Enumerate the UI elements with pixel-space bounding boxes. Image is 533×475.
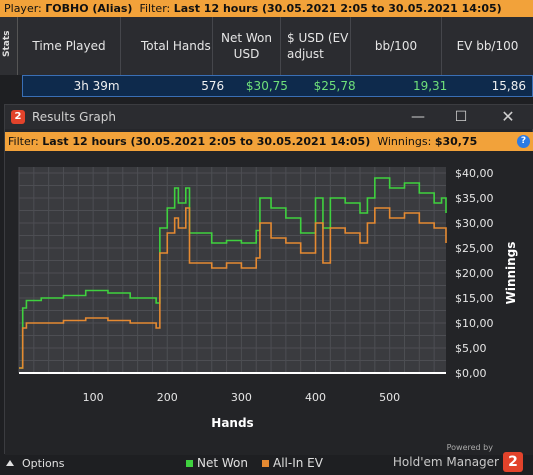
maximize-icon[interactable]: ☐	[454, 109, 468, 125]
powered-by-text: Powered by	[446, 443, 493, 452]
column-ev-adjusted[interactable]: $ USD (EV adjust	[281, 17, 351, 75]
cell-bb100: 19,31	[412, 79, 448, 93]
y-tick-label: $40,00	[455, 167, 494, 180]
options-button[interactable]: Options	[6, 456, 64, 472]
results-graph-window: 2 Results Graph — ☐ ✕ Filter: Last 12 ho…	[4, 104, 533, 455]
y-tick-label: $35,00	[455, 192, 494, 205]
cell-total-hands: 576	[201, 79, 225, 93]
graph-filter-label: Filter:	[8, 135, 43, 148]
y-tick-label: $15,00	[455, 292, 494, 305]
column-time-played[interactable]: Time Played	[18, 17, 121, 75]
x-axis-title: Hands	[211, 416, 253, 430]
cell-net-won: $30,75	[245, 79, 288, 93]
legend-label-all-in-ev: All-In EV	[273, 456, 323, 470]
legend-item-all-in-ev[interactable]: All-In EV	[262, 456, 323, 470]
filter-value[interactable]: Last 12 hours (30.05.2021 2:05 to 30.05.…	[173, 2, 502, 15]
winnings-label: Winnings:	[377, 135, 435, 148]
cell-ev-adjusted: $25,78	[313, 79, 356, 93]
x-tick-label: 400	[305, 391, 326, 404]
y-tick-label: $20,00	[455, 267, 494, 280]
player-label: Player:	[4, 2, 46, 15]
stats-side-tab[interactable]: Stats	[0, 17, 18, 75]
options-label: Options	[22, 457, 65, 470]
x-tick-label: 200	[157, 391, 178, 404]
brand-name: Hold'em Manager	[392, 455, 499, 469]
y-tick-label: $0,00	[455, 367, 487, 380]
y-tick-label: $30,00	[455, 217, 494, 230]
column-total-hands[interactable]: Total Hands	[121, 17, 213, 75]
series-line-all-in-ev	[19, 207, 447, 369]
y-tick-label: $25,00	[455, 242, 494, 255]
cell-time-played: 3h 39m	[73, 79, 120, 93]
x-tick-label: 300	[231, 391, 252, 404]
chart-area: $0,00 $5,00 $10,00 $15,00 $20,00 $25,00 $30,00…	[5, 151, 533, 455]
graph-filter-bar: Filter: Last 12 hours (30.05.2021 2:05 t…	[5, 132, 533, 151]
x-tick-label: 100	[83, 391, 104, 404]
winnings-value: $30,75	[434, 135, 478, 148]
y-axis-title: Winnings	[504, 242, 518, 305]
legend-item-net-won[interactable]: Net Won	[186, 456, 248, 470]
brand-logo-icon: 2	[503, 452, 523, 472]
player-filter-bar: Player: ГОВНО (Alias) Filter: Last 12 ho…	[0, 0, 533, 17]
column-bb100[interactable]: bb/100	[351, 17, 442, 75]
stats-tab-label: Stats	[2, 30, 12, 57]
column-net-won[interactable]: Net Won USD	[213, 17, 281, 75]
app-logo-icon: 2	[11, 110, 25, 124]
caret-up-icon	[6, 460, 14, 466]
player-value[interactable]: ГОВНО (Alias)	[45, 2, 133, 15]
minimize-icon[interactable]: —	[411, 109, 425, 125]
graph-filter-value[interactable]: Last 12 hours (30.05.2021 2:05 to 30.05.…	[42, 135, 371, 148]
window-title: Results Graph	[32, 110, 116, 124]
series-line-net-won	[19, 177, 447, 369]
help-icon[interactable]: ?	[517, 135, 530, 148]
window-titlebar[interactable]: 2 Results Graph — ☐ ✕	[5, 105, 533, 129]
brand-block: Powered by Hold'em Manager 2	[393, 443, 523, 472]
filter-label: Filter:	[139, 2, 174, 15]
legend-swatch-all-in-ev	[262, 459, 269, 467]
legend-swatch-net-won	[186, 459, 193, 467]
legend-label-net-won: Net Won	[197, 456, 248, 470]
stats-header: Time Played Total Hands Net Won USD $ US…	[18, 17, 533, 75]
y-tick-label: $10,00	[455, 317, 494, 330]
cell-ev-bb100: 15,86	[491, 79, 526, 93]
results-chart: $0,00 $5,00 $10,00 $15,00 $20,00 $25,00 $30,00…	[18, 167, 518, 430]
chart-legend: Net Won All-In EV	[186, 456, 337, 470]
column-ev-bb100[interactable]: EV bb/100	[456, 39, 519, 53]
x-tick-label: 500	[379, 391, 400, 404]
y-tick-label: $5,00	[455, 342, 487, 355]
close-icon[interactable]: ✕	[501, 107, 515, 126]
table-row[interactable]: 3h 39m 576 $30,75 $25,78 19,31 15,86	[22, 75, 533, 97]
